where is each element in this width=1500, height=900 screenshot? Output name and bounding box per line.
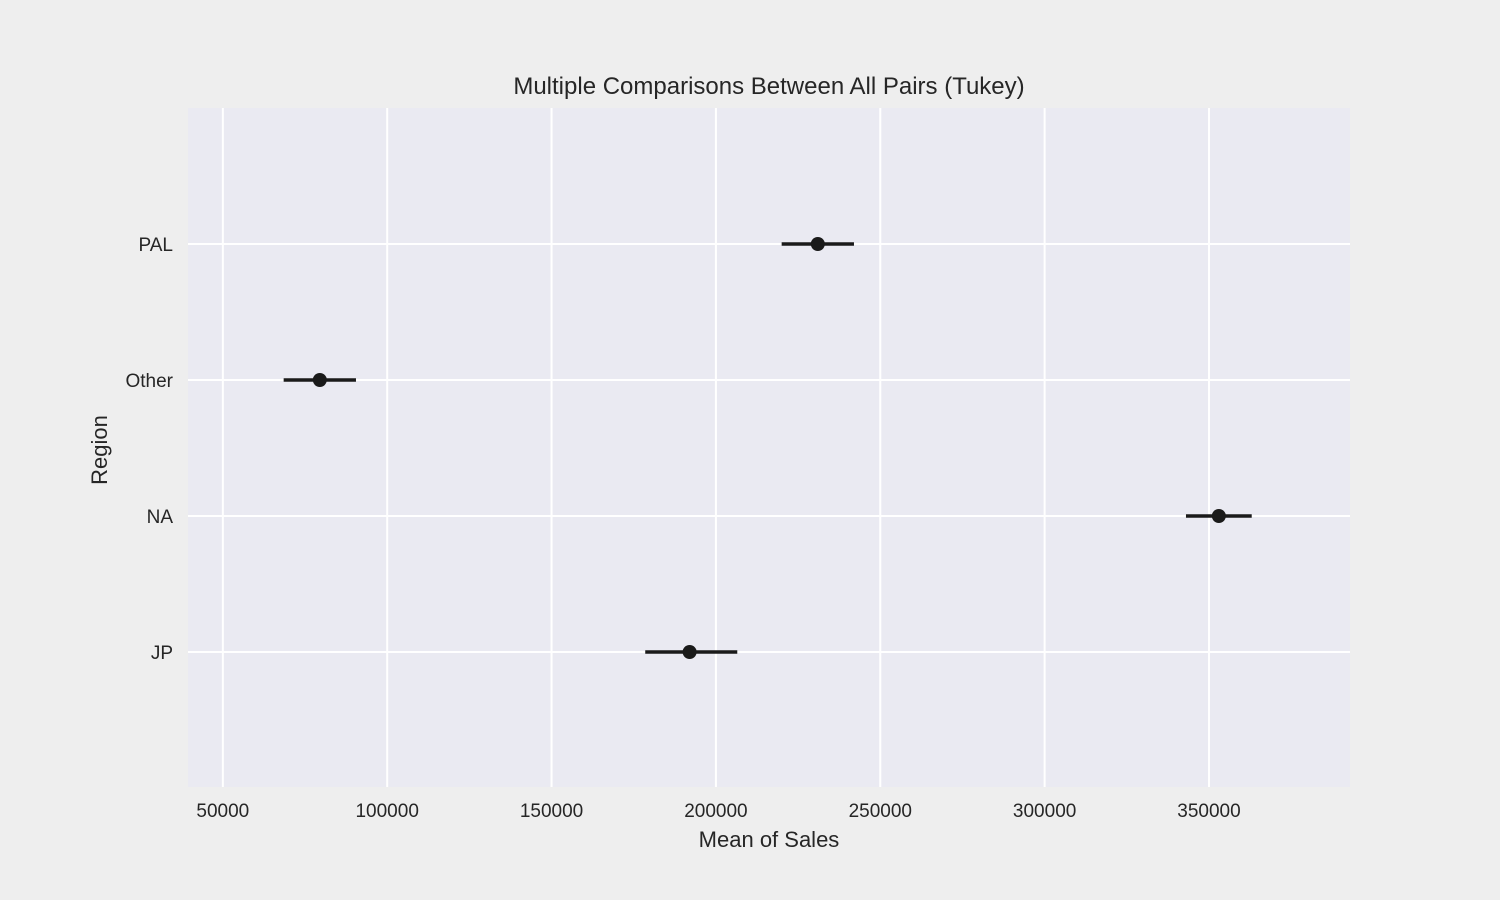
x-tick-label: 50000 <box>196 801 249 822</box>
mean-marker-pal <box>810 237 825 251</box>
x-tick-labels: 50000 100000 150000 200000 250000 300000 35000… <box>196 801 1240 822</box>
y-tick-label-pal: PAL <box>138 235 173 256</box>
y-tick-label-other: Other <box>125 371 173 392</box>
mean-marker-jp <box>682 645 697 659</box>
x-tick-label: 100000 <box>355 801 418 822</box>
mean-marker-na <box>1211 509 1226 523</box>
data-marks <box>283 237 1252 659</box>
x-tick-label: 300000 <box>1013 801 1076 822</box>
x-tick-label: 200000 <box>684 801 747 822</box>
y-tick-label-na: NA <box>147 507 174 528</box>
y-tick-labels: PAL Other NA JP <box>125 235 173 664</box>
y-tick-label-jp: JP <box>151 643 173 664</box>
mean-marker-other <box>312 373 327 387</box>
plot-area <box>188 108 1350 787</box>
grid-lines <box>188 108 1350 787</box>
x-axis-label: Mean of Sales <box>699 827 840 852</box>
x-tick-label: 250000 <box>849 801 912 822</box>
x-tick-label: 150000 <box>520 801 583 822</box>
y-axis-label: Region <box>87 415 112 485</box>
x-tick-label: 350000 <box>1177 801 1240 822</box>
chart-title: Multiple Comparisons Between All Pairs (… <box>513 73 1024 100</box>
